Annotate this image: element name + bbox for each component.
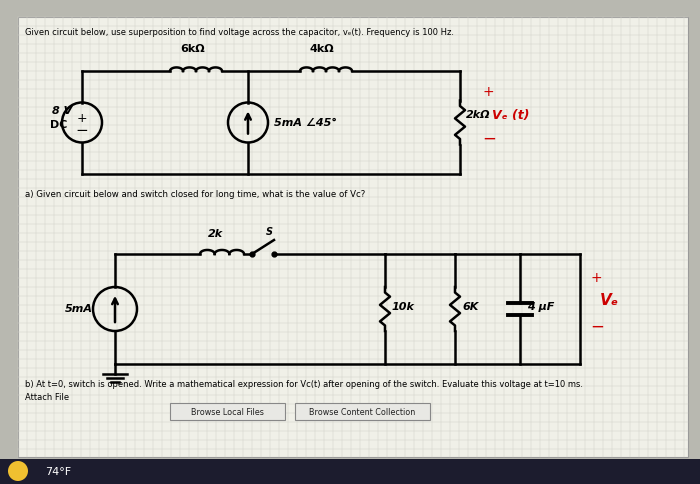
Text: 74°F: 74°F bbox=[45, 466, 71, 476]
Circle shape bbox=[8, 461, 28, 481]
Text: 2kΩ: 2kΩ bbox=[466, 110, 491, 120]
Text: DC: DC bbox=[50, 120, 67, 130]
Text: 8 V: 8 V bbox=[52, 106, 72, 115]
Text: 10k: 10k bbox=[392, 302, 415, 311]
Bar bbox=[295, 403, 430, 420]
Text: b) At t=0, switch is opened. Write a mathematical expression for Vc(t) after ope: b) At t=0, switch is opened. Write a mat… bbox=[25, 379, 583, 388]
Text: 6kΩ: 6kΩ bbox=[180, 44, 204, 54]
Text: 5mA: 5mA bbox=[65, 303, 93, 313]
Text: +: + bbox=[77, 112, 88, 125]
Text: +: + bbox=[482, 84, 493, 98]
Text: 6K: 6K bbox=[462, 302, 478, 311]
Text: Given circuit below, use superposition to find voltage across the capacitor, vₑ(: Given circuit below, use superposition t… bbox=[25, 28, 454, 37]
Text: S: S bbox=[266, 227, 273, 237]
Text: −: − bbox=[76, 123, 88, 138]
Text: Browse Local Files: Browse Local Files bbox=[191, 407, 264, 416]
Text: −: − bbox=[482, 129, 496, 147]
Text: 2k: 2k bbox=[208, 228, 223, 239]
Text: Attach File: Attach File bbox=[25, 392, 69, 401]
Text: a) Given circuit below and switch closed for long time, what is the value of Vc?: a) Given circuit below and switch closed… bbox=[25, 190, 365, 198]
Text: 4kΩ: 4kΩ bbox=[310, 44, 335, 54]
Text: −: − bbox=[590, 318, 604, 335]
Text: +: + bbox=[590, 271, 601, 285]
Bar bbox=[170, 403, 285, 420]
Text: 4 μF: 4 μF bbox=[527, 302, 554, 311]
Bar bbox=[0, 459, 700, 484]
Text: Vₑ: Vₑ bbox=[600, 292, 619, 307]
Text: Browse Content Collection: Browse Content Collection bbox=[309, 407, 416, 416]
Text: Vₑ (t): Vₑ (t) bbox=[492, 108, 529, 121]
Text: 5mA ∠45°: 5mA ∠45° bbox=[274, 117, 337, 127]
